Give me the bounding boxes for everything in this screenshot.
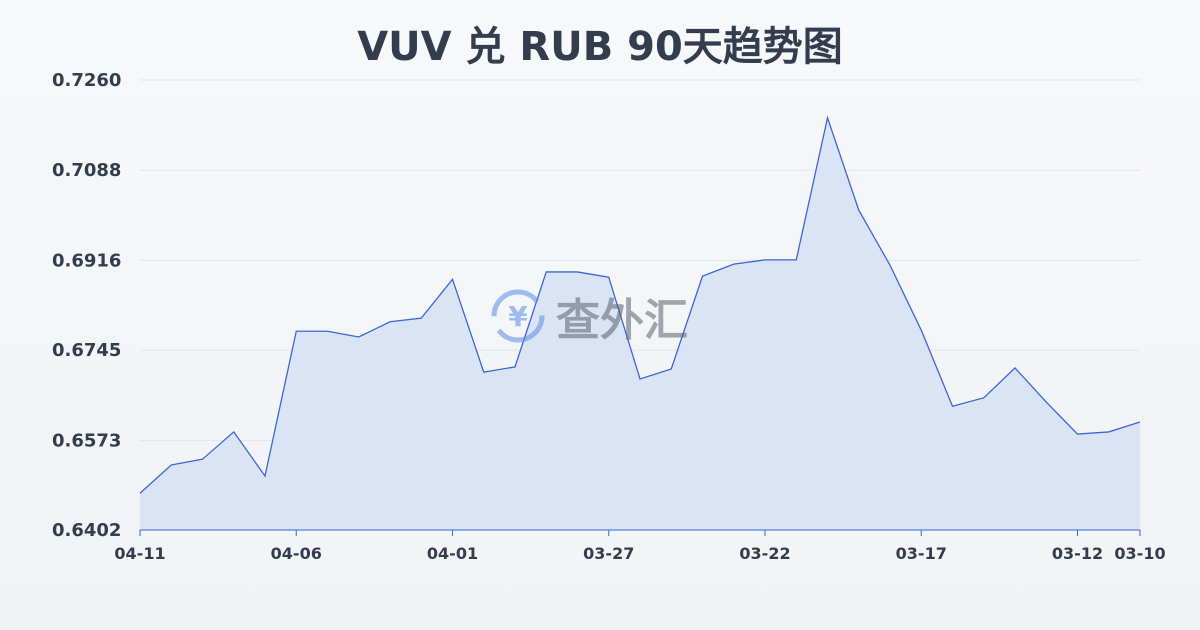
yen-exchange-icon: ¥ [491, 289, 545, 343]
x-tick-label: 04-11 [114, 544, 165, 563]
x-tick-label: 04-01 [427, 544, 478, 563]
y-tick-label: 0.6402 [52, 520, 121, 541]
y-tick-label: 0.7088 [52, 160, 121, 181]
x-tick-label: 04-06 [271, 544, 322, 563]
svg-text:¥: ¥ [508, 300, 528, 333]
x-tick-label: 03-22 [739, 544, 790, 563]
y-tick-label: 0.6745 [52, 340, 121, 361]
watermark-text: 查外汇 [556, 295, 688, 346]
y-tick-label: 0.6916 [52, 250, 121, 271]
x-tick-label: 03-12 [1052, 544, 1103, 563]
x-tick-label: 03-27 [583, 544, 634, 563]
x-tick-label: 03-10 [1114, 544, 1165, 563]
chart-title: VUV 兑 RUB 90天趋势图 [357, 24, 843, 70]
watermark: ¥ 查外汇 [488, 284, 688, 348]
y-tick-label: 0.7260 [52, 70, 121, 91]
area-fill [140, 117, 1140, 530]
y-tick-label: 0.6573 [52, 430, 121, 451]
x-tick-label: 03-17 [896, 544, 947, 563]
